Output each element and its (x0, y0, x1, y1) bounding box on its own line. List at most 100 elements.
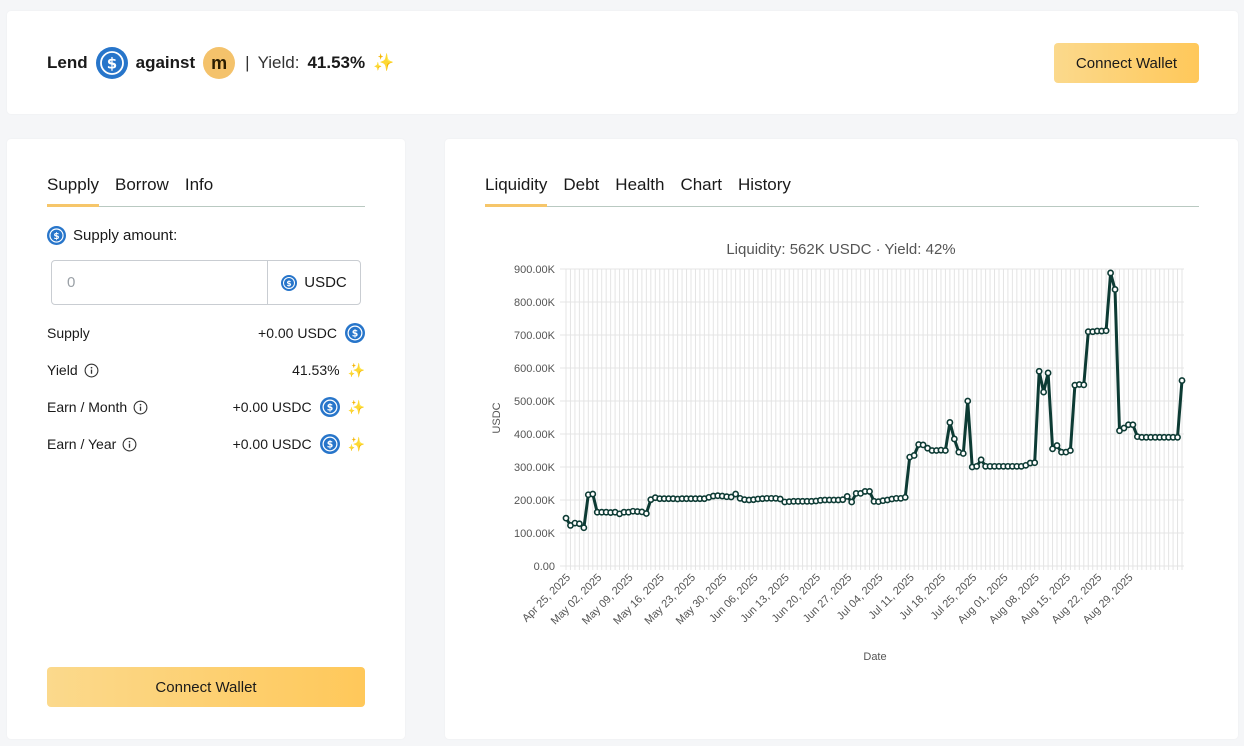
supply-amount-field: $ USDC (51, 260, 361, 305)
action-tabs: Supply Borrow Info (47, 175, 365, 207)
sparkle-icon: ✨ (347, 435, 365, 452)
usdc-icon: $ (319, 397, 340, 417)
data-point[interactable] (1049, 445, 1056, 453)
usdc-icon: $ (95, 47, 128, 79)
data-point[interactable] (848, 498, 856, 506)
sparkle-icon: ✨ (373, 53, 395, 72)
info-icon[interactable] (84, 363, 99, 378)
usdc-icon: $ (47, 226, 66, 245)
data-point[interactable] (1107, 269, 1114, 277)
y-axis-label: USDC (491, 402, 503, 433)
y-tick-label: 300.00K (514, 462, 556, 474)
tab-borrow[interactable]: Borrow (114, 175, 169, 194)
lend-label: Lend (47, 53, 88, 72)
earn-month-value: +0.00 USDC (232, 399, 312, 415)
y-tick-label: 200.00K (514, 495, 556, 507)
data-point[interactable] (959, 450, 967, 457)
supply-row: Supply +0.00 USDC $ (47, 322, 365, 344)
tab-chart[interactable]: Chart (680, 175, 723, 194)
data-point[interactable] (1067, 447, 1074, 454)
data-point[interactable] (1120, 424, 1128, 432)
earn-year-label: Earn / Year (47, 436, 117, 452)
data-point[interactable] (866, 488, 873, 495)
y-tick-label: 900.00K (514, 264, 556, 276)
supply-amount-input[interactable] (52, 261, 267, 304)
data-point[interactable] (977, 456, 985, 464)
tab-history[interactable]: History (738, 175, 791, 194)
yield-label: Yield (47, 362, 78, 378)
against-label: against (135, 53, 196, 72)
liquidity-chart: Liquidity: 562K USDC · Yield: 42% 0.00 10… (491, 241, 1186, 663)
data-point[interactable] (562, 514, 570, 522)
data-point[interactable] (1053, 442, 1061, 449)
data-point[interactable] (589, 490, 597, 498)
separator: | (245, 53, 250, 72)
sparkle-icon: ✨ (347, 361, 365, 378)
data-point[interactable] (1035, 367, 1043, 375)
market-panel: Liquidity Debt Health Chart History Liqu… (445, 139, 1238, 739)
amount-unit-label: USDC (304, 274, 347, 291)
data-point[interactable] (973, 462, 981, 470)
data-point[interactable] (1080, 381, 1088, 389)
data-point[interactable] (919, 441, 927, 449)
connect-wallet-button[interactable]: Connect Wallet (1054, 43, 1199, 83)
supply-value: +0.00 USDC (258, 325, 337, 341)
yield-value: 41.53% (292, 362, 340, 378)
data-point[interactable] (732, 490, 740, 498)
data-point[interactable] (1111, 286, 1119, 293)
data-point[interactable] (1040, 388, 1048, 396)
header-card: Lend $ against m | Yield: 41.53% ✨ Conne… (7, 11, 1238, 114)
yield-label: Yield: (257, 53, 300, 72)
tab-supply[interactable]: Supply (47, 175, 99, 207)
tab-info[interactable]: Info (184, 175, 214, 194)
data-point[interactable] (575, 520, 583, 528)
svg-text:$: $ (106, 55, 116, 73)
y-tick-label: 500.00K (514, 396, 556, 408)
connect-wallet-button[interactable]: Connect Wallet (47, 667, 365, 707)
tab-debt[interactable]: Debt (563, 175, 600, 194)
y-tick-label: 100.00K (514, 528, 556, 540)
data-point[interactable] (942, 447, 949, 454)
data-point[interactable] (910, 452, 918, 459)
chart-title: Liquidity: 562K USDC · Yield: 42% (726, 241, 955, 258)
data-point[interactable] (964, 397, 972, 405)
data-point[interactable] (1178, 377, 1186, 384)
data-point[interactable] (839, 496, 847, 504)
yield-value: 41.53% (307, 53, 366, 72)
tab-liquidity[interactable]: Liquidity (485, 175, 548, 207)
usdc-icon: $ (319, 434, 340, 454)
info-icon[interactable] (133, 400, 148, 415)
y-tick-label: 0.00 (534, 561, 555, 573)
earn-year-value: +0.00 USDC (232, 436, 312, 452)
data-point[interactable] (901, 493, 909, 501)
tab-health[interactable]: Health (615, 175, 665, 194)
y-tick-label: 600.00K (514, 363, 556, 375)
supply-panel: Supply Borrow Info $ Supply amount: $ US… (7, 139, 405, 739)
y-tick-label: 400.00K (514, 429, 556, 441)
earn-month-label: Earn / Month (47, 399, 128, 415)
data-point[interactable] (843, 492, 851, 500)
data-point[interactable] (1031, 459, 1039, 467)
data-point[interactable] (1044, 369, 1052, 377)
y-tick-label: 800.00K (514, 297, 556, 309)
y-tick-label: 700.00K (514, 330, 556, 342)
svg-text:$: $ (326, 439, 333, 450)
supply-amount-label: Supply amount: (73, 227, 178, 244)
data-point[interactable] (1174, 433, 1181, 441)
data-point[interactable] (776, 495, 784, 503)
data-point[interactable] (580, 524, 588, 532)
data-point[interactable] (950, 435, 958, 443)
info-icon[interactable] (122, 437, 137, 452)
market-tabs: Liquidity Debt Health Chart History (485, 175, 1199, 207)
data-point[interactable] (642, 510, 650, 517)
usdc-icon: $ (345, 323, 365, 343)
supply-amount-heading: $ Supply amount: (47, 226, 177, 245)
amount-unit: $ USDC (267, 261, 360, 304)
earn-month-row: Earn / Month +0.00 USDC $ ✨ (47, 396, 365, 418)
data-point[interactable] (727, 493, 735, 501)
data-point[interactable] (946, 419, 954, 426)
svg-text:$: $ (352, 328, 359, 339)
usdc-icon: $ (281, 274, 298, 291)
data-point[interactable] (1102, 327, 1110, 335)
data-point[interactable] (1129, 421, 1137, 429)
